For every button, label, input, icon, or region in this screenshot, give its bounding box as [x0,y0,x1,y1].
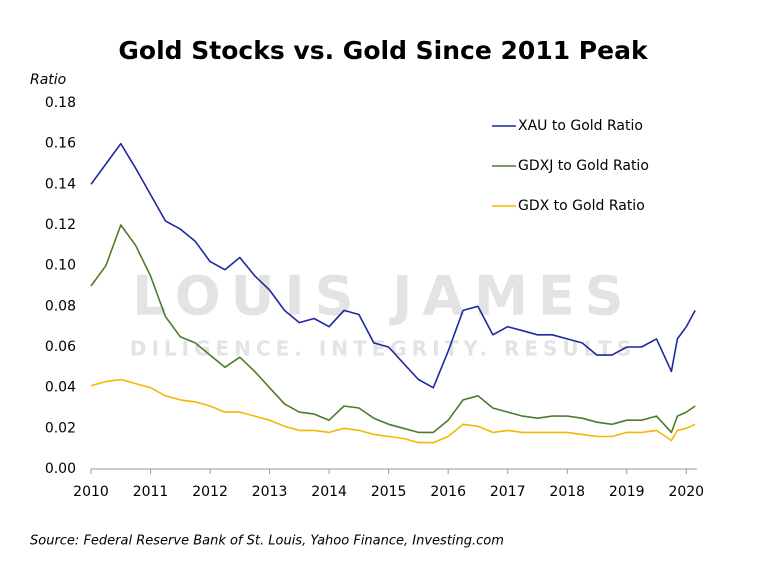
x-tick-label: 2018 [549,484,585,500]
series-line [90,142,696,389]
x-tick-label: 2020 [668,484,704,500]
legend-label: GDXJ to Gold Ratio [518,158,649,174]
y-tick-label: 0.02 [45,420,76,436]
x-tick-label: 2014 [311,484,347,500]
x-tick-label: 2017 [490,484,526,500]
watermark: LOUIS JAMES [132,265,633,328]
y-tick-label: 0.14 [45,176,76,192]
series-line [90,224,696,434]
x-tick-label: 2015 [371,484,407,500]
y-axis-label: Ratio [30,72,66,88]
x-tick-label: 2013 [252,484,288,500]
x-tick-label: 2019 [609,484,645,500]
y-tick-label: 0.16 [45,136,76,152]
y-tick-label: 0.12 [45,217,76,233]
x-tick-label: 2010 [73,484,109,500]
x-tick-label: 2012 [192,484,228,500]
series-line [90,378,696,444]
x-tick-label: 2016 [430,484,466,500]
y-tick-label: 0.10 [45,258,76,274]
chart-title: Gold Stocks vs. Gold Since 2011 Peak [118,36,649,65]
y-tick-label: 0.04 [45,380,76,396]
y-tick-label: 0.18 [45,95,76,111]
source-note: Source: Federal Reserve Bank of St. Loui… [30,534,504,549]
y-tick-label: 0.00 [45,461,76,477]
x-tick-label: 2011 [133,484,169,500]
y-tick-label: 0.06 [45,339,76,355]
legend-label: GDX to Gold Ratio [518,198,645,214]
watermark: DILIGENCE. INTEGRITY. RESULTS [130,337,636,361]
y-tick-label: 0.08 [45,298,76,314]
legend-label: XAU to Gold Ratio [518,118,643,134]
